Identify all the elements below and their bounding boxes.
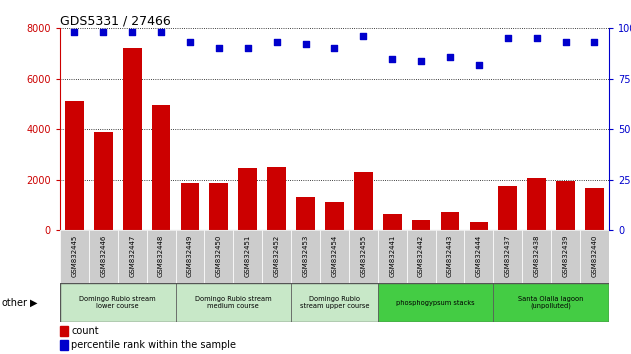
Text: other: other [1, 298, 27, 308]
Bar [94, 132, 113, 230]
Point [358, 34, 369, 39]
Bar [354, 172, 373, 230]
Text: Domingo Rubio stream
medium course: Domingo Rubio stream medium course [195, 296, 271, 309]
Bar [118, 230, 146, 283]
Point [243, 46, 253, 51]
Text: count: count [71, 326, 99, 336]
Text: GSM832439: GSM832439 [563, 234, 569, 277]
Bar [175, 283, 291, 322]
Bar [291, 230, 320, 283]
Text: Domingo Rubio stream
lower course: Domingo Rubio stream lower course [80, 296, 156, 309]
Bar [268, 167, 286, 230]
Point [185, 40, 195, 45]
Point [329, 46, 339, 51]
Bar [378, 283, 493, 322]
Text: GSM832448: GSM832448 [158, 234, 164, 277]
Text: GSM832451: GSM832451 [245, 234, 251, 277]
Point [387, 56, 398, 62]
Text: GSM832438: GSM832438 [534, 234, 540, 277]
Bar [262, 230, 291, 283]
Bar [411, 219, 430, 230]
Text: GSM832455: GSM832455 [360, 234, 367, 276]
Text: GSM832447: GSM832447 [129, 234, 135, 277]
Bar [528, 178, 546, 230]
Bar [204, 230, 233, 283]
Bar [325, 202, 344, 230]
Text: GSM832446: GSM832446 [100, 234, 106, 277]
Point [503, 36, 513, 41]
Point [156, 29, 166, 35]
Text: phosphogypsum stacks: phosphogypsum stacks [396, 300, 475, 306]
Text: GSM832449: GSM832449 [187, 234, 193, 277]
Bar [493, 283, 609, 322]
Bar [239, 168, 257, 230]
Text: GSM832454: GSM832454 [331, 234, 338, 276]
Text: Santa Olalla lagoon
(unpolluted): Santa Olalla lagoon (unpolluted) [519, 296, 584, 309]
Bar [585, 188, 604, 230]
Bar [349, 230, 378, 283]
Bar [406, 230, 435, 283]
Bar [89, 230, 118, 283]
Bar [320, 230, 349, 283]
Bar [522, 230, 551, 283]
Text: GSM832441: GSM832441 [389, 234, 395, 277]
Point [69, 29, 80, 35]
Point [214, 46, 224, 51]
Bar [435, 230, 464, 283]
Bar [556, 181, 575, 230]
Text: GSM832444: GSM832444 [476, 234, 482, 276]
Bar [493, 230, 522, 283]
Bar [60, 283, 175, 322]
Point [532, 36, 542, 41]
Text: GSM832453: GSM832453 [302, 234, 309, 277]
Point [98, 29, 109, 35]
Bar [469, 222, 488, 230]
Point [445, 54, 455, 59]
Text: percentile rank within the sample: percentile rank within the sample [71, 340, 236, 350]
Bar [498, 186, 517, 230]
Point [474, 62, 484, 68]
Point [127, 29, 137, 35]
Text: GSM832440: GSM832440 [591, 234, 598, 277]
Point [300, 42, 310, 47]
Point [271, 40, 281, 45]
Bar [464, 230, 493, 283]
Text: GSM832452: GSM832452 [274, 234, 280, 276]
Text: GSM832443: GSM832443 [447, 234, 453, 277]
Point [589, 40, 599, 45]
Bar [175, 230, 204, 283]
Text: GDS5331 / 27466: GDS5331 / 27466 [60, 14, 171, 27]
Bar [123, 48, 141, 230]
Bar [296, 197, 315, 230]
Text: Domingo Rubio
stream upper course: Domingo Rubio stream upper course [300, 296, 369, 309]
Text: GSM832450: GSM832450 [216, 234, 222, 277]
Bar [65, 102, 84, 230]
Bar [383, 214, 401, 230]
Bar [146, 230, 175, 283]
Text: GSM832445: GSM832445 [71, 234, 78, 276]
Bar [580, 230, 609, 283]
Bar [180, 183, 199, 230]
Bar [60, 230, 89, 283]
Text: GSM832437: GSM832437 [505, 234, 510, 277]
Bar [209, 183, 228, 230]
Bar [378, 230, 406, 283]
Text: ▶: ▶ [30, 298, 38, 308]
Point [416, 58, 426, 63]
Bar [233, 230, 262, 283]
Text: GSM832442: GSM832442 [418, 234, 424, 276]
Bar [551, 230, 580, 283]
Bar [151, 105, 170, 230]
Point [560, 40, 570, 45]
Bar [291, 283, 378, 322]
Bar [440, 212, 459, 230]
